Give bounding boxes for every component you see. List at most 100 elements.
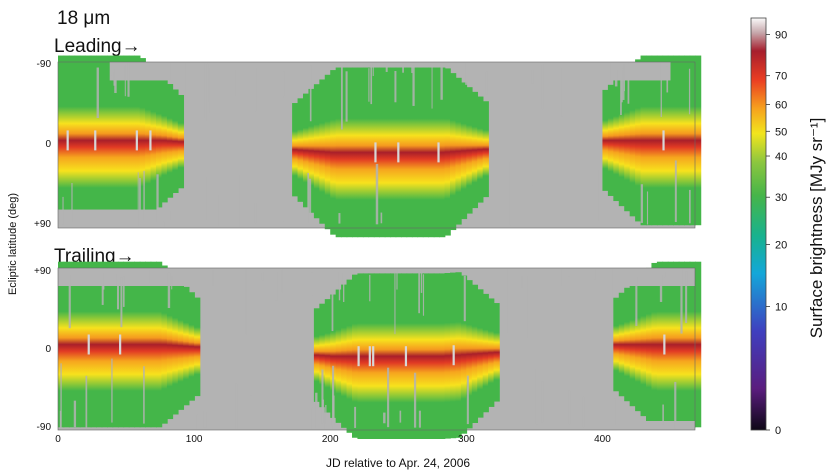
heatmap-cell: [651, 262, 658, 427]
data-streak: [110, 65, 112, 76]
data-streak: [374, 142, 377, 163]
data-streak: [143, 170, 145, 221]
heatmap-cell: [85, 55, 92, 226]
data-streak: [485, 71, 488, 95]
heatmap-cell: [63, 261, 70, 428]
data-streak: [342, 273, 345, 303]
heatmap-cell: [368, 67, 375, 238]
data-streak: [68, 275, 71, 329]
data-streak: [282, 194, 285, 222]
data-streak: [340, 66, 343, 130]
data-streak: [613, 398, 616, 426]
heatmap-cell: [362, 67, 370, 238]
heatmap-cell: [319, 303, 326, 408]
data-streak: [235, 383, 238, 430]
data-streak: [399, 410, 402, 423]
heatmap-cell: [493, 303, 500, 402]
heatmap-cell: [379, 273, 386, 439]
heatmap-cell: [379, 67, 386, 238]
y-tick-trailing-mid: 0: [45, 344, 51, 355]
data-streak: [261, 272, 264, 281]
colorbar-tick-label: 0: [775, 425, 781, 437]
data-streak: [499, 276, 502, 340]
heatmap-cell: [433, 273, 440, 439]
data-streak: [507, 268, 510, 334]
heatmap-cell: [417, 67, 424, 238]
heatmap-cell: [313, 308, 321, 402]
data-streak: [206, 71, 209, 122]
no-data-region: [58, 209, 211, 228]
x-axis-ticks: 0 100 200 300 400: [55, 434, 611, 445]
heatmap-cell: [90, 55, 97, 226]
heatmap-cell: [79, 261, 87, 428]
heatmap-cell: [384, 67, 391, 238]
heatmap-cell: [373, 273, 381, 439]
data-streak: [372, 346, 375, 367]
data-streak: [663, 271, 666, 278]
heatmap-cell: [112, 55, 119, 226]
heatmap-cell: [684, 261, 691, 428]
data-streak: [217, 195, 219, 226]
no-data-region: [629, 421, 695, 430]
heatmap-cell: [101, 55, 108, 226]
data-streak: [635, 276, 638, 327]
x-tick-label: 100: [186, 434, 203, 445]
data-streak: [437, 142, 440, 163]
data-streak: [680, 268, 683, 334]
colorbar-ticks: 0 10 20 30 40 50 60 70 90: [766, 29, 787, 437]
data-streak: [525, 276, 528, 339]
heatmap-cell: [390, 273, 397, 439]
heatmap-cell: [640, 272, 647, 417]
data-streak: [404, 346, 408, 367]
data-streak: [440, 67, 443, 100]
colorbar-tick-label: 20: [775, 240, 787, 252]
heatmap-cell: [613, 297, 620, 392]
data-streak: [674, 381, 677, 429]
heatmap-cell: [112, 261, 119, 428]
heatmap-cell: [188, 292, 195, 401]
heatmap-cell: [629, 282, 636, 407]
data-streak: [120, 277, 123, 328]
data-streak: [284, 69, 286, 90]
data-streak: [282, 71, 285, 97]
colorbar-tick-label: 90: [775, 29, 787, 41]
data-streak: [411, 65, 413, 74]
no-data-region: [610, 62, 671, 81]
data-streak: [71, 183, 73, 222]
data-streak: [308, 178, 312, 226]
data-streak: [119, 334, 122, 355]
data-streak: [659, 274, 663, 302]
data-streak: [369, 274, 371, 302]
heatmap-cell: [455, 77, 462, 225]
data-streak: [674, 160, 677, 223]
heatmap-cell: [667, 55, 675, 226]
heatmap-cell: [607, 84, 615, 196]
data-streak: [62, 196, 64, 225]
heatmap-cell: [455, 272, 462, 438]
plot-frame: [57, 61, 696, 229]
data-streak: [135, 130, 138, 151]
heatmap-cell: [689, 55, 696, 226]
data-streak: [611, 268, 613, 314]
data-streak: [385, 63, 388, 72]
heatmap-cell: [319, 79, 326, 224]
x-tick-label: 400: [594, 434, 611, 445]
heatmap-cell: [401, 273, 408, 439]
heatmap-cell: [678, 261, 685, 428]
heatmap-cell: [362, 273, 370, 439]
data-streak: [171, 275, 173, 290]
heatmap-cell: [433, 67, 440, 238]
heatmap-cell: [79, 55, 87, 226]
heatmap-cell: [330, 294, 337, 418]
data-streak: [598, 169, 600, 221]
heatmap-cell: [330, 70, 337, 235]
data-streak: [156, 174, 159, 223]
y-tick-leading-top: -90: [37, 59, 52, 70]
data-streak: [368, 346, 371, 367]
heatmap-cell: [303, 93, 310, 208]
heatmap-cell: [166, 84, 174, 198]
no-data-region: [561, 268, 695, 286]
data-streak: [203, 411, 207, 428]
data-streak: [66, 130, 69, 151]
heatmap-cell: [139, 261, 146, 428]
